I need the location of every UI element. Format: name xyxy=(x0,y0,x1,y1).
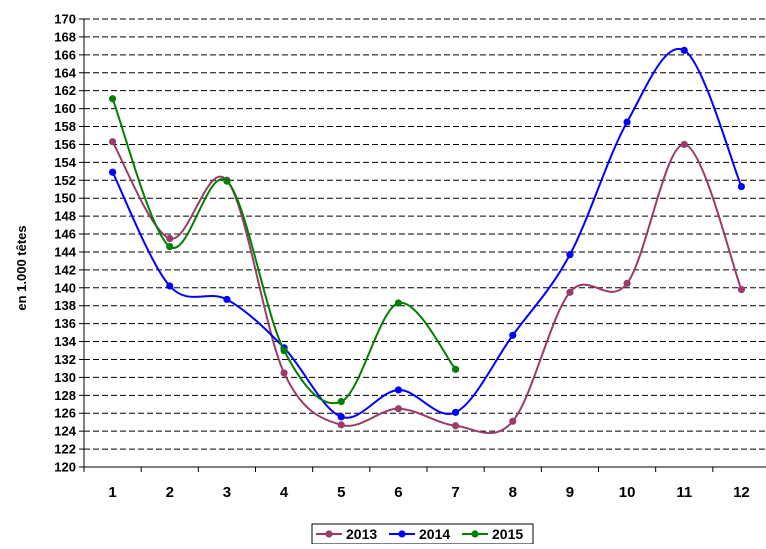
y-tick-label: 168 xyxy=(54,29,76,44)
data-point xyxy=(623,279,631,287)
data-point xyxy=(337,397,345,406)
y-tick-label: 146 xyxy=(54,227,76,242)
legend: 2013 2014 2015 xyxy=(311,523,534,545)
x-tick-label: 8 xyxy=(509,484,517,501)
data-point xyxy=(451,365,460,373)
data-point xyxy=(166,282,174,290)
data-point xyxy=(509,417,517,425)
data-point xyxy=(623,118,631,126)
x-tick-label: 3 xyxy=(223,484,231,501)
y-tick-label: 152 xyxy=(54,173,76,188)
legend-item: 2015 xyxy=(462,526,523,542)
x-tick-label: 5 xyxy=(337,484,345,501)
legend-label: 2014 xyxy=(419,526,450,542)
legend-swatch-marker xyxy=(325,530,333,538)
x-tick-label: 6 xyxy=(394,484,402,501)
y-tick-label: 144 xyxy=(54,244,76,259)
legend-swatch-marker xyxy=(471,530,479,538)
y-tick-label: 148 xyxy=(54,209,76,224)
data-point xyxy=(680,140,688,149)
y-tick-label: 132 xyxy=(54,352,76,367)
x-tick-label: 11 xyxy=(676,484,692,501)
y-tick-label: 156 xyxy=(54,137,76,152)
y-tick-label: 130 xyxy=(54,370,76,385)
y-tick-label: 158 xyxy=(54,119,76,134)
data-point xyxy=(680,46,688,54)
x-tick-label: 10 xyxy=(619,484,636,501)
data-point xyxy=(223,295,231,304)
y-axis-label: en 1.000 têtes xyxy=(14,225,29,310)
y-tick-label: 134 xyxy=(54,334,76,349)
data-point xyxy=(394,405,403,413)
data-point xyxy=(337,413,345,421)
x-tick-label: 7 xyxy=(451,484,459,501)
y-tick-label: 154 xyxy=(54,155,76,170)
data-point xyxy=(108,168,117,176)
y-tick-label: 166 xyxy=(54,47,76,62)
data-point xyxy=(566,288,574,296)
x-tick-label: 4 xyxy=(280,484,289,501)
data-point xyxy=(108,138,117,146)
legend-swatch-marker xyxy=(398,530,406,538)
series-2015 xyxy=(108,95,460,406)
data-point xyxy=(166,234,174,243)
y-tick-label: 150 xyxy=(54,191,76,206)
series-lines xyxy=(108,46,746,435)
legend-label: 2013 xyxy=(346,526,377,542)
y-tick-label: 162 xyxy=(54,83,76,98)
y-tick-label: 140 xyxy=(54,280,76,295)
data-point xyxy=(108,95,117,103)
series-2013 xyxy=(108,138,746,435)
data-point xyxy=(394,299,403,307)
data-point xyxy=(737,182,746,191)
data-point xyxy=(337,421,345,429)
x-tick-label: 12 xyxy=(733,484,750,501)
legend-label: 2015 xyxy=(492,526,523,542)
series-2014 xyxy=(108,46,746,421)
y-tick-label: 120 xyxy=(54,460,76,475)
data-point xyxy=(166,242,174,251)
series-line-2013 xyxy=(111,141,743,435)
data-point xyxy=(737,285,746,294)
x-tick-labels: 1 2 3 4 5 6 7 8 9 10 11 12 xyxy=(108,484,749,501)
data-point xyxy=(566,251,574,259)
y-tick-label: 122 xyxy=(54,442,76,457)
data-point xyxy=(280,346,288,355)
data-point xyxy=(223,177,231,185)
data-point xyxy=(451,408,460,416)
y-tick-label: 128 xyxy=(54,388,76,403)
legend-item: 2014 xyxy=(389,526,450,542)
axes xyxy=(79,18,766,472)
y-tick-label: 124 xyxy=(54,424,76,439)
y-tick-label: 138 xyxy=(54,298,76,313)
data-point xyxy=(280,369,288,377)
y-tick-label: 164 xyxy=(54,65,76,80)
y-tick-label: 160 xyxy=(54,101,76,116)
x-tick-label: 2 xyxy=(166,484,174,501)
data-point xyxy=(509,331,517,339)
data-point xyxy=(394,386,403,394)
data-point xyxy=(451,422,460,430)
y-tick-label: 136 xyxy=(54,316,76,331)
y-tick-label: 170 xyxy=(54,12,76,27)
x-tick-label: 1 xyxy=(108,484,116,501)
y-tick-label: 126 xyxy=(54,406,76,421)
y-tick-labels: 120 122 124 126 128 130 132 134 136 138 140 142 144 1… xyxy=(54,12,76,475)
gridlines xyxy=(84,18,766,450)
legend-item: 2013 xyxy=(316,526,377,542)
x-tick-label: 9 xyxy=(566,484,574,501)
y-tick-label: 142 xyxy=(54,262,76,277)
